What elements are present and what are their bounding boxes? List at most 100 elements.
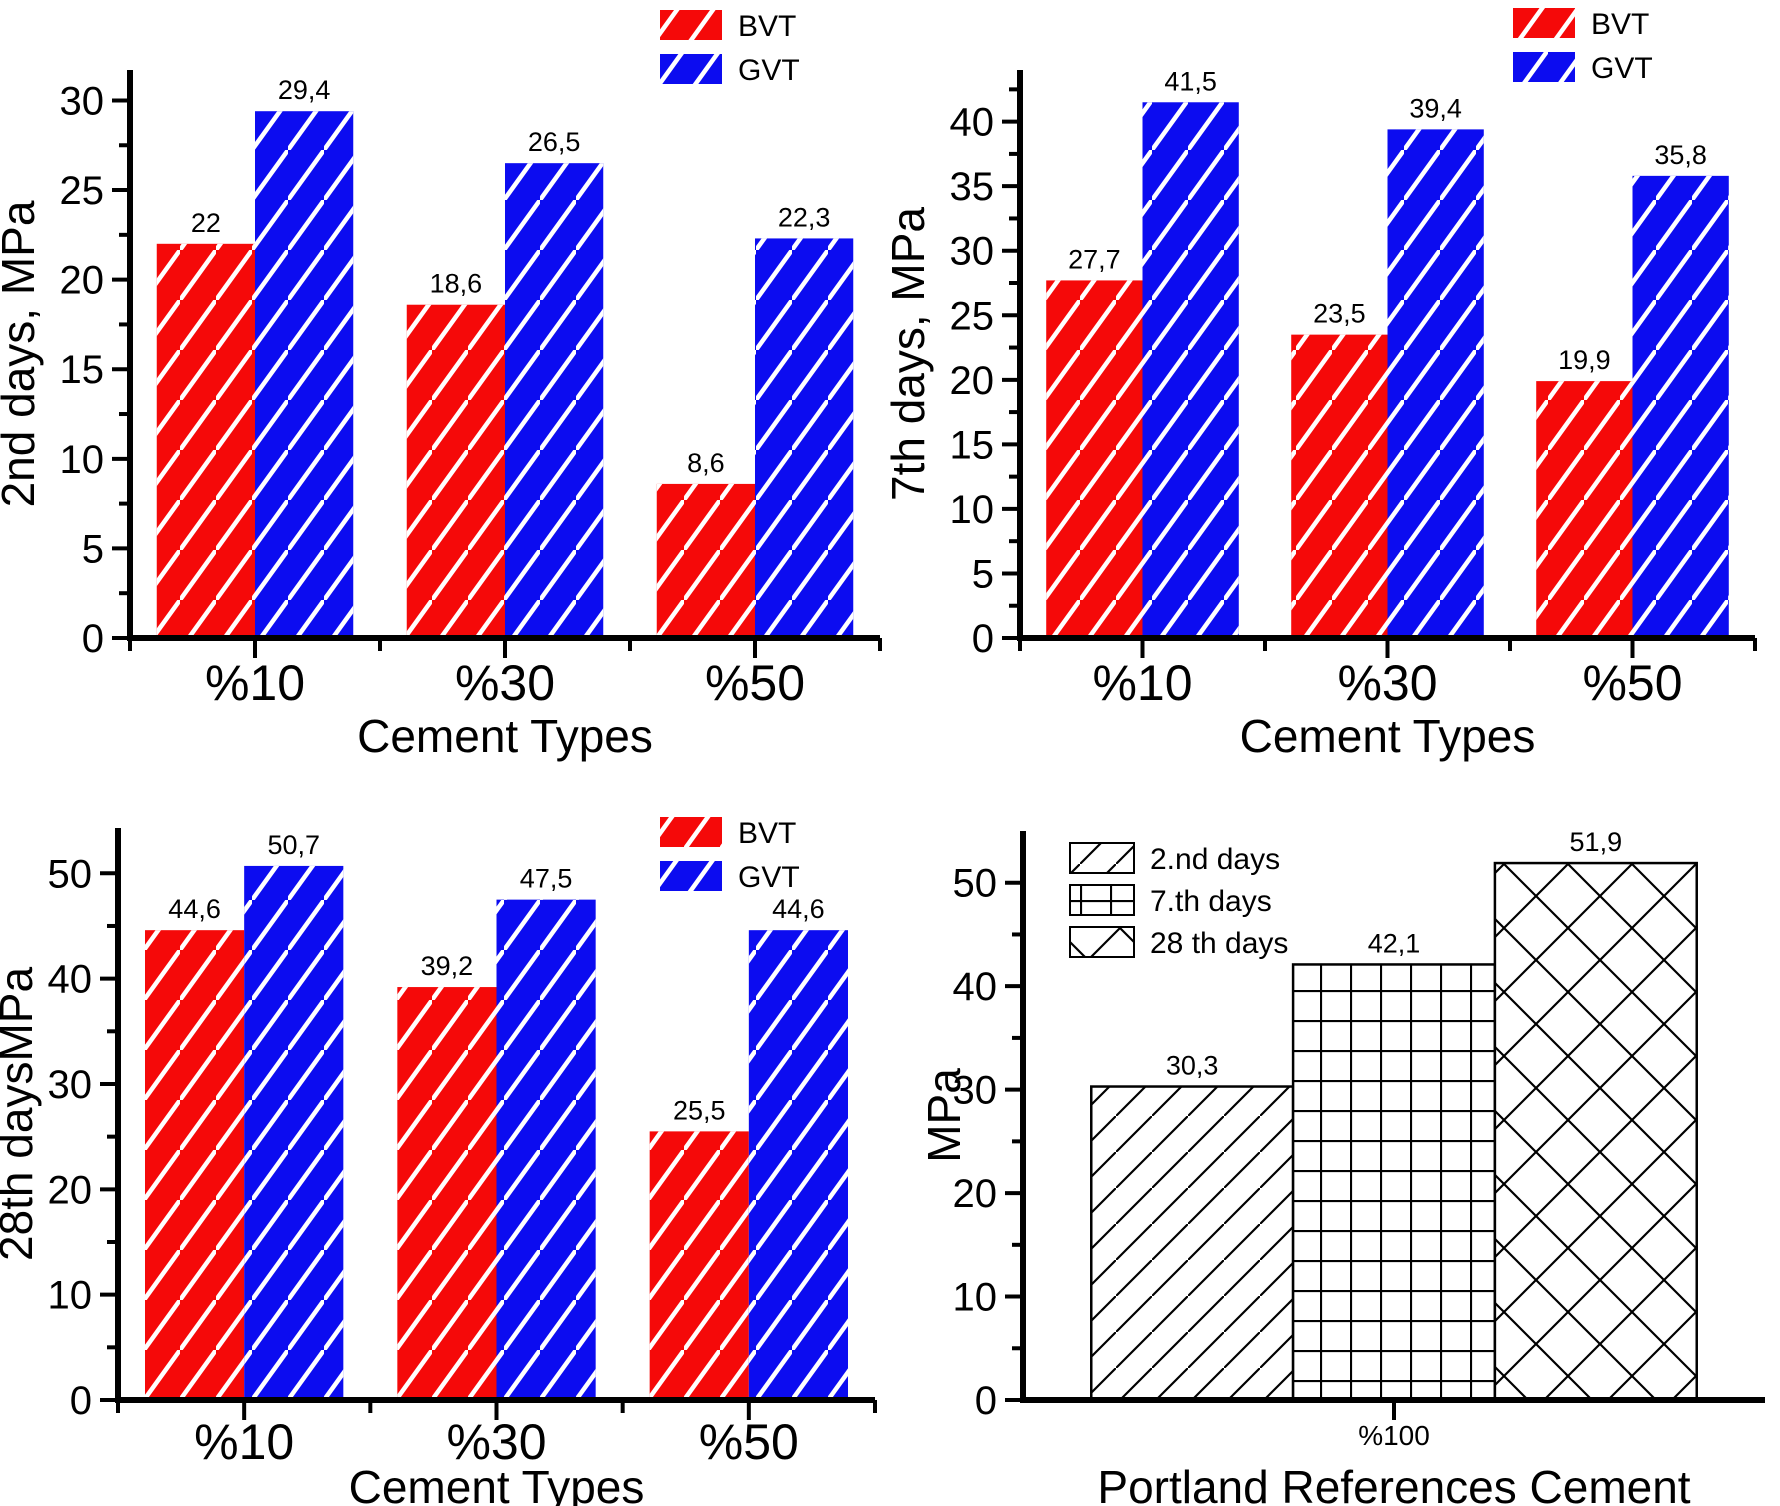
value-label-BVT-%10: 44,6 xyxy=(168,894,221,924)
y-tick-label: 20 xyxy=(60,259,105,303)
y-tick-label: 50 xyxy=(48,852,93,896)
value-label-2.nd days: 30,3 xyxy=(1166,1051,1219,1081)
bar-hatch-BVT-%10 xyxy=(144,930,245,1400)
legend-swatch-hatch-GVT xyxy=(660,54,722,84)
x-tick-label: %10 xyxy=(194,1414,294,1470)
legend: BVT GVT xyxy=(660,817,800,894)
x-axis-title: Cement Types xyxy=(1240,710,1536,762)
value-label-BVT-%30: 18,6 xyxy=(430,269,483,299)
y-tick-label: 10 xyxy=(950,488,995,532)
panel-28th-days: 44,6 50,7 39,2 47,5 25,5 44,6 0 10 20 30 40 50 %10 %3… xyxy=(0,817,877,1506)
value-label-GVT-%30: 39,4 xyxy=(1409,93,1462,123)
panel-portland-reference: 30,3 42,1 51,9 0 10 20 30 40 50 %100 Portland Refe… xyxy=(918,827,1765,1506)
bar-hatch-BVT-%50 xyxy=(649,1131,749,1400)
y-tick-label: 20 xyxy=(950,359,995,403)
value-label-GVT-%50: 35,8 xyxy=(1654,140,1707,170)
legend-swatch-hatch-BVT xyxy=(1513,8,1575,38)
bar-hatch-BVT-%50 xyxy=(1536,381,1633,638)
value-label-BVT-%10: 27,7 xyxy=(1068,244,1121,274)
value-label-GVT-%10: 50,7 xyxy=(267,830,320,860)
y-tick-label: 15 xyxy=(950,423,995,467)
legend-swatch-hatch-28 th days xyxy=(1070,927,1134,957)
value-label-GVT-%30: 47,5 xyxy=(520,864,573,894)
bar-hatch-GVT-%30 xyxy=(496,899,596,1400)
bar-hatch-BVT-%10 xyxy=(156,243,255,638)
bar-hatch-28 th days xyxy=(1494,863,1697,1400)
legend-label-GVT: GVT xyxy=(738,861,800,894)
bar-hatch-BVT-%30 xyxy=(397,987,497,1400)
bar-hatch-GVT-%30 xyxy=(505,163,604,638)
value-label-BVT-%10: 22 xyxy=(191,208,221,238)
value-label-28 th days: 51,9 xyxy=(1570,827,1623,857)
bar-hatch-BVT-%10 xyxy=(1046,280,1143,638)
y-tick-label: 30 xyxy=(953,1069,998,1113)
y-tick-label: 10 xyxy=(953,1276,998,1320)
bar-hatch-GVT-%50 xyxy=(748,930,849,1400)
bar-hatch-GVT-%50 xyxy=(1632,175,1729,638)
y-tick-label: 30 xyxy=(48,1063,93,1107)
bars-group: 44,6 50,7 39,2 47,5 25,5 44,6 xyxy=(144,830,849,1400)
legend-label-7.th days: 7.th days xyxy=(1150,885,1272,918)
y-tick-label: 10 xyxy=(60,438,105,482)
y-tick-label: 0 xyxy=(972,617,994,661)
y-axis-title: 2nd days, MPa xyxy=(0,200,44,507)
bar-hatch-GVT-%50 xyxy=(755,238,854,638)
legend-label-GVT: GVT xyxy=(1591,52,1653,85)
y-tick-label: 10 xyxy=(48,1274,93,1318)
value-label-GVT-%10: 29,4 xyxy=(278,75,331,105)
y-tick-label: 15 xyxy=(60,348,105,392)
value-label-GVT-%30: 26,5 xyxy=(528,127,581,157)
bars-group: 30,3 42,1 51,9 xyxy=(1090,827,1698,1402)
y-tick-label: 0 xyxy=(82,617,104,661)
x-tick-label: %100 xyxy=(1358,1420,1430,1451)
x-tick-label: %30 xyxy=(455,655,555,711)
legend: 2.nd days 7.th days 28 th days xyxy=(1069,842,1288,960)
bar-hatch-7.th days xyxy=(1293,964,1495,1400)
legend-swatch-hatch-BVT xyxy=(660,10,722,40)
x-tick-label: %30 xyxy=(1337,655,1437,711)
x-axis-title: Cement Types xyxy=(349,1461,645,1506)
legend-swatch-hatch-GVT xyxy=(660,861,722,891)
y-axis-title: MPa xyxy=(918,1068,970,1163)
x-tick-label: %50 xyxy=(699,1414,799,1470)
value-label-7.th days: 42,1 xyxy=(1368,928,1421,958)
legend-label-BVT: BVT xyxy=(738,817,796,850)
x-tick-label: %50 xyxy=(705,655,805,711)
bar-hatch-GVT-%30 xyxy=(1387,129,1484,638)
bar-hatch-BVT-%30 xyxy=(406,304,505,638)
bars-group: 22 29,4 18,6 26,5 8,6 22,3 xyxy=(156,75,854,638)
y-tick-label: 0 xyxy=(70,1379,92,1423)
bar-hatch-GVT-%10 xyxy=(255,111,354,638)
x-tick-label: %50 xyxy=(1582,655,1682,711)
y-axis-title: 28th daysMPa xyxy=(0,967,42,1261)
x-axis-title: Portland References Cement xyxy=(1097,1461,1690,1506)
legend-swatch-hatch-2.nd days xyxy=(1070,843,1134,873)
y-tick-label: 0 xyxy=(975,1379,997,1423)
bar-hatch-BVT-%50 xyxy=(656,483,755,638)
legend-label-BVT: BVT xyxy=(738,10,796,43)
bar-hatch-GVT-%10 xyxy=(1142,102,1239,639)
value-label-BVT-%30: 23,5 xyxy=(1313,299,1366,329)
x-tick-label: %30 xyxy=(446,1414,546,1470)
legend-label-2.nd days: 2.nd days xyxy=(1150,843,1280,876)
legend: BVT GVT xyxy=(660,10,800,87)
value-label-GVT-%10: 41,5 xyxy=(1164,66,1217,96)
y-tick-label: 25 xyxy=(60,169,105,213)
legend-label-BVT: BVT xyxy=(1591,8,1649,41)
bar-hatch-2.nd days xyxy=(1091,1086,1294,1400)
y-axis-title: 7th days, MPa xyxy=(882,207,934,501)
bar-hatch-GVT-%10 xyxy=(244,865,344,1400)
bar-hatch-BVT-%30 xyxy=(1291,334,1388,638)
legend: BVT GVT xyxy=(1513,8,1653,85)
legend-label-28 th days: 28 th days xyxy=(1150,927,1288,960)
y-tick-label: 20 xyxy=(953,1172,998,1216)
y-tick-label: 40 xyxy=(950,101,995,145)
y-tick-label: 40 xyxy=(953,965,998,1009)
value-label-BVT-%50: 8,6 xyxy=(687,448,725,478)
value-label-BVT-%50: 19,9 xyxy=(1558,345,1611,375)
legend-swatch-hatch-GVT xyxy=(1513,52,1575,82)
value-label-BVT-%50: 25,5 xyxy=(673,1095,726,1125)
value-label-GVT-%50: 22,3 xyxy=(778,202,831,232)
